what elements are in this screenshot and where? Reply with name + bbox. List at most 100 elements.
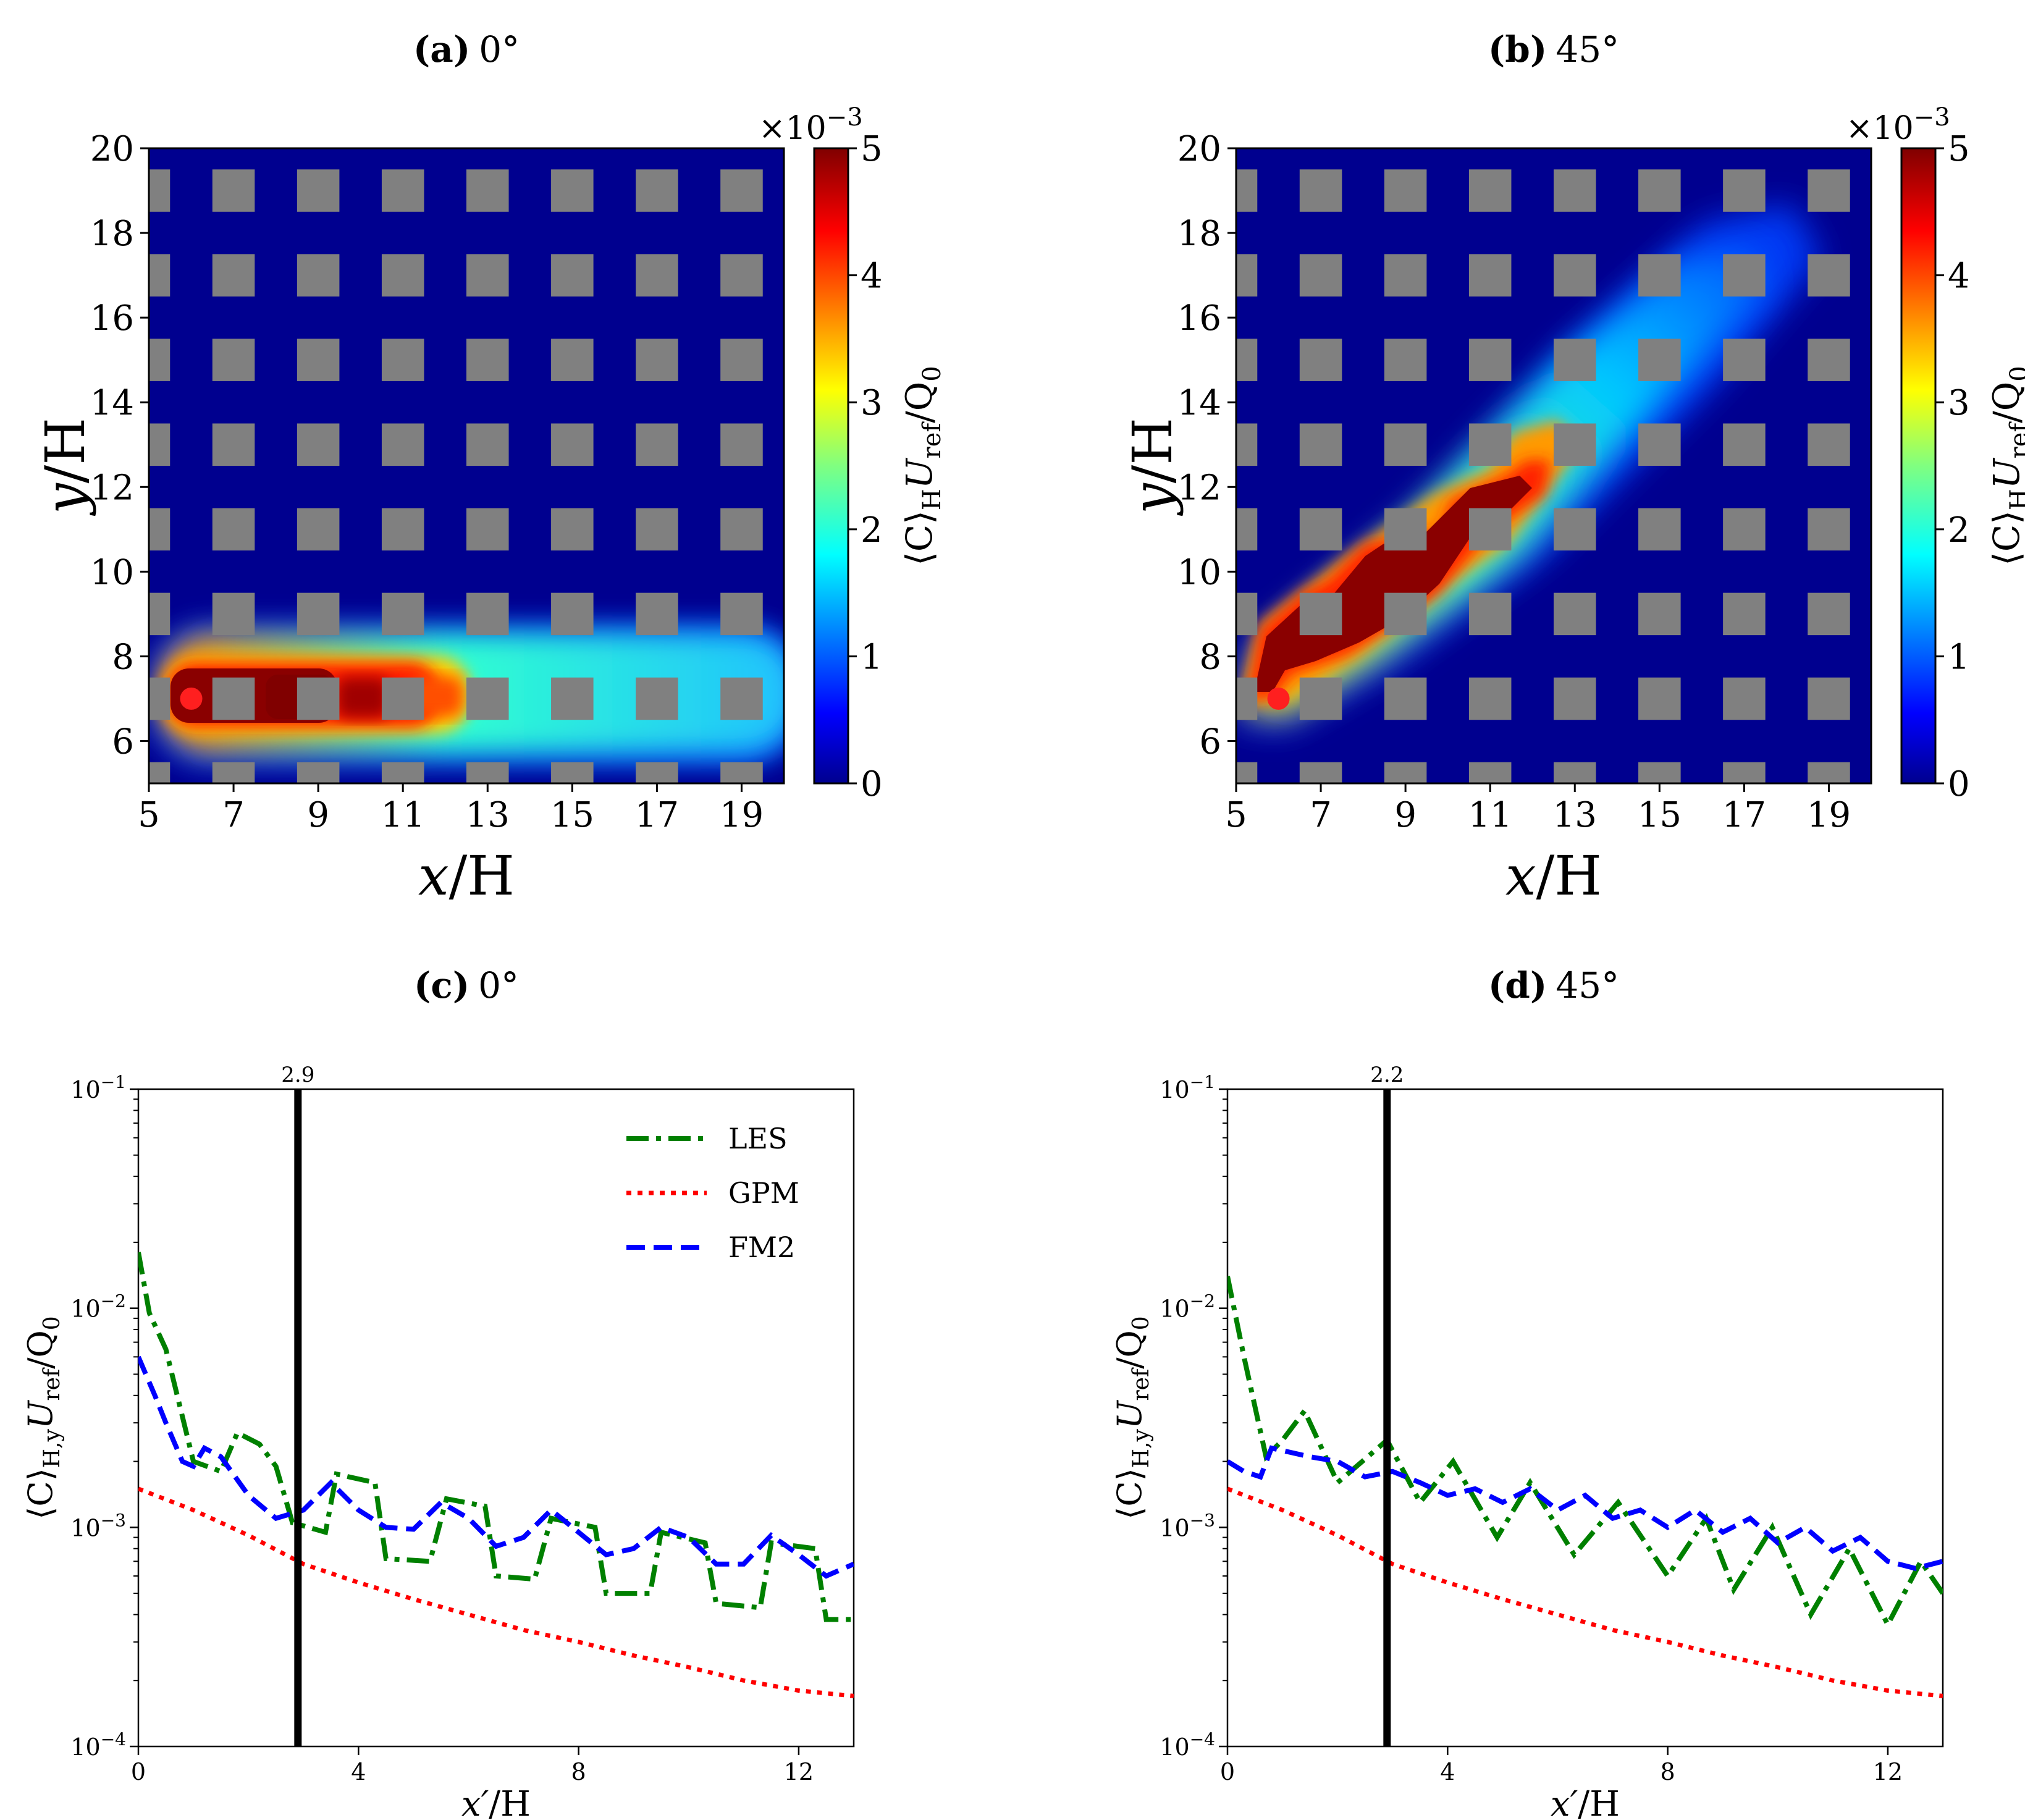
panel-a-letter: (a) <box>413 28 470 70</box>
building-block <box>720 762 763 783</box>
y-tick-exp: −2 <box>1190 1291 1215 1312</box>
legend-label-gpm: GPM <box>728 1176 799 1210</box>
building-block <box>1638 423 1681 466</box>
y-axis-label-sub: ref <box>1129 1367 1154 1401</box>
x-tick-label: 15 <box>1638 795 1682 835</box>
y-tick-exp: −1 <box>1190 1072 1215 1092</box>
series-group <box>138 1252 854 1698</box>
building-block <box>1299 508 1342 551</box>
building-block <box>381 592 424 636</box>
colorbar-tick-label: 0 <box>861 764 883 804</box>
building-block <box>1384 762 1427 783</box>
building-block <box>1299 169 1342 212</box>
building-block <box>636 508 678 551</box>
x-tick-label: 8 <box>571 1758 586 1785</box>
building-block <box>466 677 509 720</box>
colorbar-label: ⟨C⟩HUref/Q0 <box>898 366 946 566</box>
panel-b-title: (b) 45° <box>1488 28 1619 70</box>
building-block <box>1723 339 1766 381</box>
building-block <box>1468 254 1512 297</box>
x-tick-label: 7 <box>1310 795 1332 835</box>
x-tick-label: 15 <box>550 795 594 835</box>
y-tick-base: 10 <box>1160 1295 1189 1323</box>
y-tick-exp: −3 <box>1190 1510 1215 1530</box>
y-tick-label: 10−2 <box>70 1291 126 1323</box>
building-block <box>297 254 340 297</box>
y-tick-base: 10 <box>1160 1076 1189 1103</box>
colorbar-multiplier-exp: −3 <box>827 103 863 132</box>
x-tick-label: 17 <box>1722 795 1766 835</box>
building-block <box>212 508 255 551</box>
building-block <box>212 423 255 466</box>
colorbar-tick-label: 4 <box>1948 256 1970 297</box>
x-tick-label: 17 <box>635 795 679 835</box>
building-block <box>636 762 678 783</box>
building-block <box>1554 254 1596 297</box>
y-tick-label: 10−3 <box>70 1510 126 1541</box>
building-block <box>1554 508 1596 551</box>
y-axis-label-var: y <box>1121 482 1184 516</box>
building-block <box>1384 169 1427 212</box>
y-axis-label-sub: H,y <box>1129 1428 1154 1468</box>
building-block <box>1638 169 1681 212</box>
panel-d-plot: 10−410−310−210−10 4 8 12x′/H⟨C⟩H,yUref/Q02.… <box>1110 1063 1944 1820</box>
building-block <box>297 169 340 212</box>
building-block <box>297 339 340 381</box>
building-block <box>1723 169 1766 212</box>
building-block <box>1299 762 1342 783</box>
building-block <box>551 254 594 297</box>
x-tick-label: 5 <box>1225 795 1247 835</box>
building-block <box>636 677 678 720</box>
building-block <box>1554 339 1596 381</box>
colorbar-tick-label: 2 <box>861 510 883 550</box>
building-block <box>1299 423 1342 466</box>
plot-frame <box>1226 1088 1944 1748</box>
y-tick-exp: −3 <box>101 1510 126 1530</box>
colorbar-label-main: ⟨C⟩ <box>1985 510 2025 566</box>
series-line-fm2 <box>1227 1445 1943 1571</box>
building-block <box>212 339 255 381</box>
y-tick-label: 8 <box>112 637 134 677</box>
building-block <box>466 254 509 297</box>
y-axis-label-den: /H <box>1121 418 1184 483</box>
y-tick-exp: −4 <box>1190 1729 1215 1750</box>
x-tick-label: 13 <box>466 795 510 835</box>
y-axis-label: ⟨C⟩H,yUref/Q0 <box>1110 1316 1154 1519</box>
colorbar-label: ⟨C⟩HUref/Q0 <box>1985 366 2025 566</box>
building-block <box>1808 762 1850 783</box>
y-tick-base: 10 <box>70 1734 100 1761</box>
series-line-les <box>138 1252 854 1622</box>
y-axis-label: y/H <box>1121 418 1184 516</box>
building-block <box>149 677 171 720</box>
colorbar-label-sub: ref <box>918 421 946 459</box>
building-block <box>1554 169 1596 212</box>
colorbar-multiplier-base: ×10 <box>1846 110 1914 147</box>
building-block <box>1554 762 1596 783</box>
building-block <box>1236 339 1258 381</box>
building-block <box>636 592 678 636</box>
building-block <box>1554 423 1596 466</box>
colorbar-tick-label: 3 <box>861 383 883 423</box>
x-tick-label: 4 <box>1440 1758 1455 1785</box>
building-block <box>1299 339 1342 381</box>
building-block <box>551 339 594 381</box>
y-tick-label: 6 <box>112 722 134 762</box>
y-axis-label-sub: 0 <box>1129 1316 1154 1330</box>
y-tick-label: 12 <box>1177 468 1221 508</box>
panel-c-title: (c) 0° <box>414 964 519 1006</box>
colorbar-multiplier: ×10−3 <box>1846 103 1950 147</box>
legend-label-fm2: FM2 <box>728 1231 795 1264</box>
y-axis-label-main: ⟨C⟩ <box>21 1468 60 1519</box>
y-axis-label-var: y <box>33 482 97 516</box>
building-block <box>720 169 763 212</box>
y-axis-label-den: /H <box>33 418 97 483</box>
building-block <box>1808 254 1850 297</box>
series-line-les <box>1227 1275 1943 1630</box>
y-tick-label: 10−4 <box>70 1729 126 1761</box>
building-block <box>1384 423 1427 466</box>
x-tick-label: 9 <box>307 795 329 835</box>
y-tick-label: 14 <box>90 383 134 423</box>
colorbar-multiplier-exp: −3 <box>1914 103 1950 132</box>
